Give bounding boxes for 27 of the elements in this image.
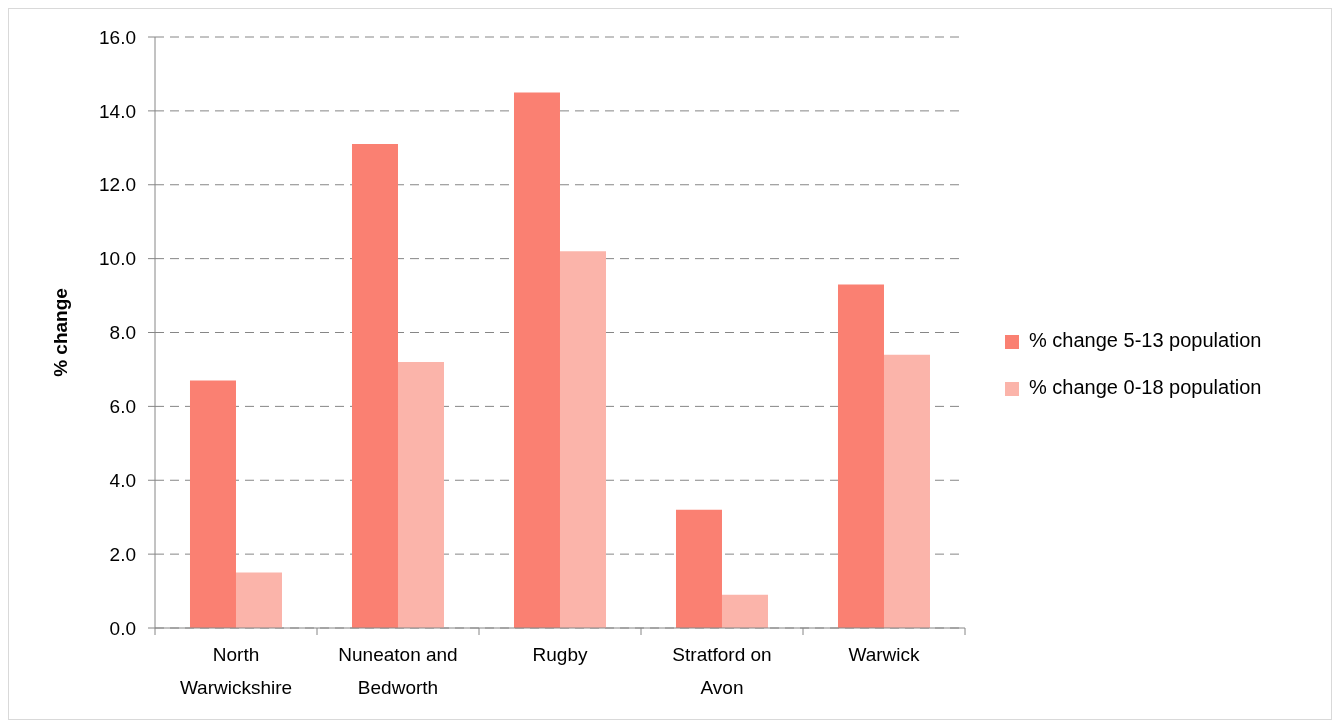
y-tick-label: 12.0 <box>99 174 136 196</box>
bar <box>351 144 398 628</box>
bar <box>235 572 282 628</box>
bar <box>559 251 606 628</box>
bar <box>837 284 884 628</box>
bar <box>189 380 236 628</box>
y-tick-label: 4.0 <box>109 469 136 491</box>
bar <box>513 92 560 628</box>
legend-label: % change 5-13 population <box>1029 329 1262 351</box>
legend-label: % change 0-18 population <box>1029 376 1262 398</box>
bar <box>397 362 444 628</box>
y-tick-label: 16.0 <box>99 26 136 48</box>
bar <box>883 354 930 628</box>
y-tick-label: 6.0 <box>109 396 136 418</box>
y-tick-label: 8.0 <box>109 322 136 344</box>
bar <box>721 594 768 628</box>
y-tick-label: 14.0 <box>99 100 136 122</box>
x-tick-label: Stratford on Avon <box>672 644 772 699</box>
y-axis-title: % change <box>49 288 71 377</box>
y-tick-label: 0.0 <box>109 617 136 639</box>
x-tick-label: Warwick <box>848 644 921 666</box>
bar <box>675 509 722 628</box>
y-tick-label: 2.0 <box>109 543 136 565</box>
y-tick-label: 10.0 <box>99 248 136 270</box>
x-tick-label: Rugby <box>532 644 588 666</box>
x-tick-label: Nuneaton and Bedworth <box>338 644 458 699</box>
x-tick-label: North Warwickshire <box>179 644 293 699</box>
